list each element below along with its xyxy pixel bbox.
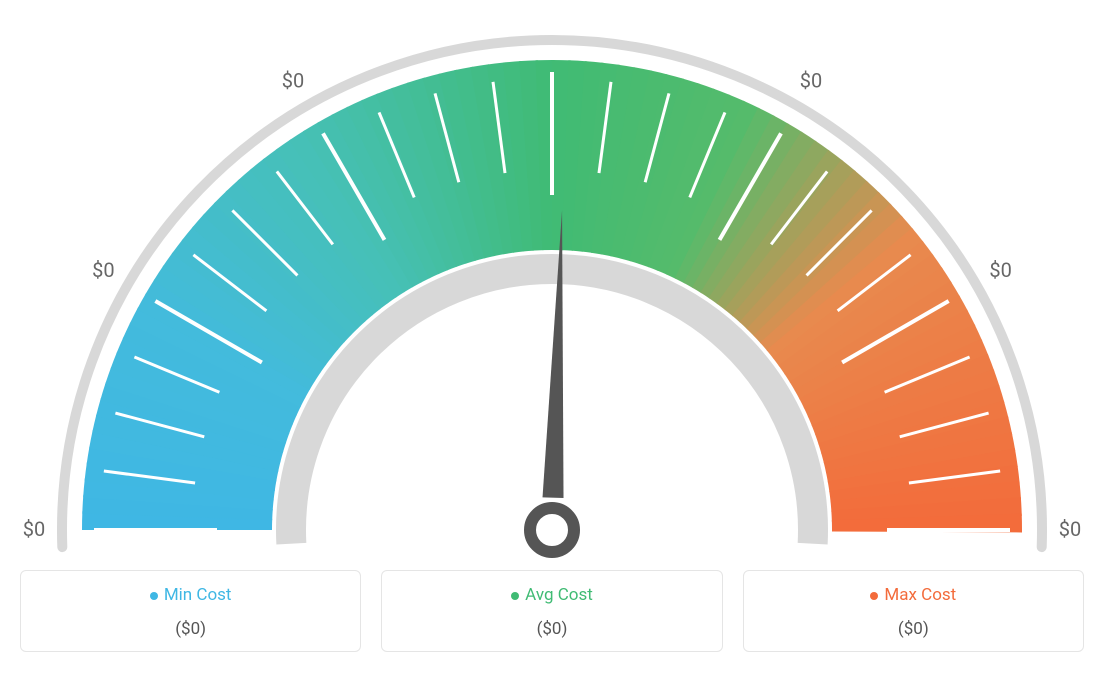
avg-dot-icon [511,592,519,600]
max-dot-icon [870,592,878,600]
gauge-tick-label: $0 [800,68,822,92]
gauge-tick-label: $0 [282,68,304,92]
legend-title-min: Min Cost [31,585,350,605]
gauge-tick-label: $0 [92,258,114,282]
gauge-svg: $0 $0 $0 $0 $0 $0 $0 [20,20,1084,560]
gauge-needle-hub [530,508,574,552]
legend-row: Min Cost ($0) Avg Cost ($0) Max Cost ($0) [20,570,1084,652]
legend-card-avg: Avg Cost ($0) [381,570,722,652]
gauge-tick-label: $0 [1059,517,1081,541]
legend-value: ($0) [392,619,711,639]
legend-card-min: Min Cost ($0) [20,570,361,652]
legend-label: Max Cost [884,585,956,605]
legend-title-avg: Avg Cost [392,585,711,605]
gauge-tick-label: $0 [23,517,45,541]
min-dot-icon [150,592,158,600]
legend-card-max: Max Cost ($0) [743,570,1084,652]
legend-value: ($0) [31,619,350,639]
legend-label: Min Cost [164,585,232,605]
cost-gauge: $0 $0 $0 $0 $0 $0 $0 [20,20,1084,560]
legend-value: ($0) [754,619,1073,639]
gauge-tick-label: $0 [541,20,563,23]
gauge-tick-label: $0 [989,258,1011,282]
legend-title-max: Max Cost [754,585,1073,605]
legend-label: Avg Cost [525,585,593,605]
gauge-needle [543,210,564,498]
